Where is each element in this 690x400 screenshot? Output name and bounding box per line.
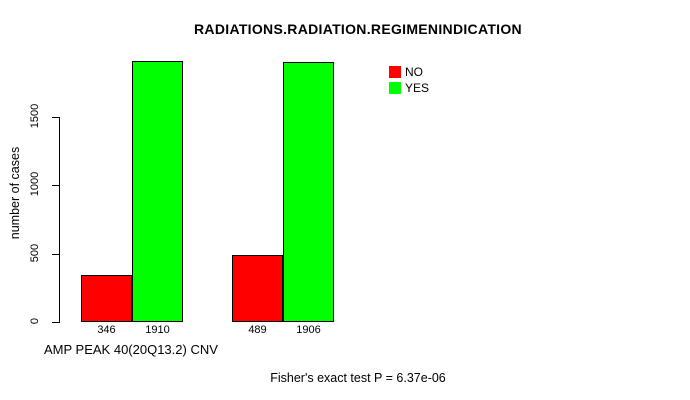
bar-no-group1	[81, 274, 132, 322]
y-tick-label: 0	[29, 317, 41, 325]
bar-value-label: 489	[248, 324, 267, 336]
legend: NO YES	[389, 64, 429, 96]
fisher-test-annotation: Fisher's exact test P = 6.37e-06	[270, 371, 446, 385]
y-tick-label: 1000	[29, 172, 41, 197]
bar-value-label: 1906	[296, 324, 321, 336]
bar-value-label: 1910	[145, 324, 170, 336]
y-axis-tick	[52, 322, 59, 323]
legend-label-no: NO	[405, 65, 423, 79]
y-axis-tick	[52, 253, 59, 255]
bar-yes-group1	[132, 60, 183, 322]
y-tick-label: 500	[29, 243, 41, 262]
x-axis-label: AMP PEAK 40(20Q13.2) CNV	[44, 342, 218, 357]
legend-item-no: NO	[389, 64, 429, 80]
y-axis-tick	[52, 185, 59, 187]
legend-label-yes: YES	[405, 81, 430, 95]
bar-no-group2	[232, 255, 283, 322]
chart-title: RADIATIONS.RADIATION.REGIMENINDICATION	[194, 21, 522, 37]
bar-yes-group2	[283, 61, 334, 322]
y-tick-label: 1500	[29, 103, 41, 129]
y-axis-tick	[52, 117, 59, 118]
legend-swatch-no-icon	[389, 66, 401, 78]
legend-swatch-yes-icon	[389, 82, 401, 94]
legend-item-yes: YES	[389, 80, 429, 96]
y-axis-line	[59, 117, 60, 323]
bar-value-label: 346	[97, 324, 116, 336]
